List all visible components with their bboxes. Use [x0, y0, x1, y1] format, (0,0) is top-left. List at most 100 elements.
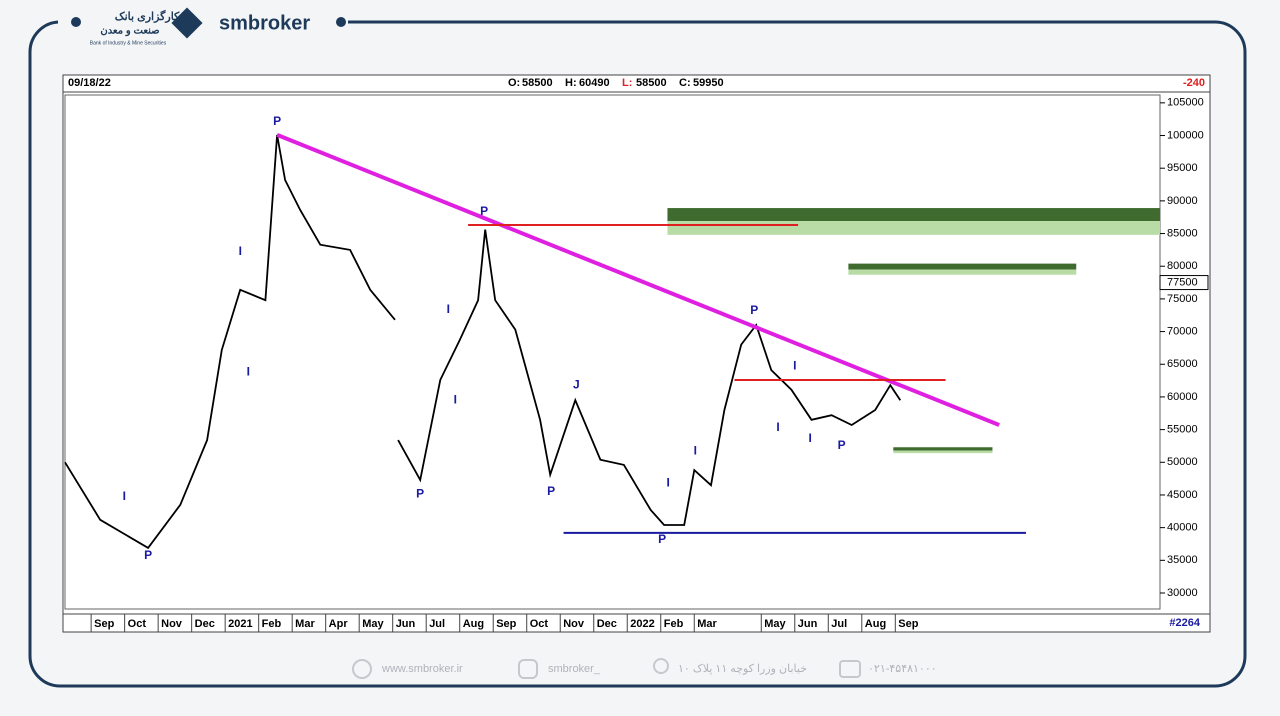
- x-tick-label: Oct: [530, 618, 549, 630]
- x-tick-label: Jun: [798, 618, 818, 630]
- date: 09/18/22: [68, 77, 111, 89]
- x-tick-label: Nov: [161, 618, 183, 630]
- y-tick-label: 90000: [1167, 195, 1198, 207]
- logo-fa: صنعت و معدن: [100, 26, 159, 37]
- annotation: P: [416, 486, 424, 500]
- annotation: I: [239, 244, 242, 258]
- y-tick-label: 35000: [1167, 554, 1198, 566]
- logo-backdrop: [58, 8, 348, 38]
- y-tick-label: 30000: [1167, 587, 1198, 599]
- zone-lower: [848, 269, 1077, 275]
- ohlc-value: 58500: [522, 77, 553, 89]
- x-tick-label: Mar: [295, 618, 315, 630]
- zone-upper: [848, 263, 1077, 270]
- zone-lower: [893, 450, 993, 454]
- ohlc-label: C:: [679, 77, 691, 89]
- y-tick-label: 40000: [1167, 522, 1198, 534]
- x-tick-label: Sep: [496, 618, 516, 630]
- x-tick-label: Jun: [396, 618, 416, 630]
- annotation: P: [547, 484, 555, 498]
- site[interactable]: www.smbroker.ir: [381, 663, 463, 675]
- annotation: I: [123, 489, 126, 503]
- dot: [71, 17, 81, 27]
- x-tick-label: Aug: [865, 618, 886, 630]
- x-tick-label: May: [764, 618, 786, 630]
- annotation: P: [750, 303, 758, 317]
- x-tick-label: May: [362, 618, 384, 630]
- x-tick-label: Jul: [831, 618, 847, 630]
- annotation: P: [273, 114, 281, 128]
- x-tick-label: Dec: [597, 618, 617, 630]
- x-tick-label: Dec: [195, 618, 215, 630]
- x-tick-label: Feb: [262, 618, 282, 630]
- annotation: I: [454, 392, 457, 406]
- instagram-icon: [518, 659, 538, 679]
- zone-upper: [667, 208, 1160, 222]
- ohlc-value: 60490: [579, 77, 610, 89]
- zone-lower: [667, 221, 1160, 235]
- annotation: I: [247, 364, 250, 378]
- x-tick-label: Sep: [94, 618, 114, 630]
- y-tick-label: 55000: [1167, 424, 1198, 436]
- y-tick-label: 45000: [1167, 489, 1198, 501]
- ohlc-value: 59950: [693, 77, 724, 89]
- zone-upper: [893, 447, 993, 451]
- footer: www.smbroker.ir smbroker_ خیابان وزرا کو…: [352, 658, 937, 679]
- annotation: P: [144, 548, 152, 562]
- annotation: I: [666, 475, 669, 489]
- plot-area: [64, 94, 1161, 610]
- x-tick-label: Sep: [898, 618, 918, 630]
- phone: ۰۲۱-۴۵۴۸۱۰۰۰: [868, 663, 937, 675]
- change: -240: [1183, 77, 1205, 89]
- y-tick-label: 50000: [1167, 456, 1198, 468]
- y-tick-label: 70000: [1167, 325, 1198, 337]
- annotation: I: [793, 358, 796, 372]
- x-tick-label: Oct: [128, 618, 147, 630]
- y-tick-label: 105000: [1167, 97, 1204, 109]
- ohlc-value: 58500: [636, 77, 667, 89]
- annotation: I: [809, 431, 812, 445]
- logo-fa: کارگزاری بانک: [115, 9, 180, 23]
- x-tick-label: Feb: [664, 618, 684, 630]
- highlight-label: 77500: [1167, 276, 1198, 288]
- x-tick-label: Mar: [697, 618, 717, 630]
- annotation: I: [776, 420, 779, 434]
- y-tick-label: 80000: [1167, 260, 1198, 272]
- x-tick-label: 2022: [630, 618, 654, 630]
- y-tick-label: 95000: [1167, 162, 1198, 174]
- ohlc-label: O:: [508, 77, 520, 89]
- y-tick-label: 85000: [1167, 227, 1198, 239]
- x-tick-label: Aug: [463, 618, 484, 630]
- price-line: [64, 134, 902, 550]
- web-icon: [352, 659, 372, 679]
- annotation: P: [658, 532, 666, 546]
- brand-name: smbroker: [219, 12, 310, 34]
- trend-line: [276, 133, 1000, 427]
- phone-icon: [839, 660, 861, 678]
- x-tick-label: 2021: [228, 618, 252, 630]
- ohlc-label: H:: [565, 77, 577, 89]
- x-tick-label: Apr: [329, 618, 349, 630]
- logo-en: Bank of Industry & Mine Securities: [90, 40, 167, 46]
- code: #2264: [1169, 617, 1200, 629]
- x-tick-label: Jul: [429, 618, 445, 630]
- ohlc-label: L:: [622, 77, 632, 89]
- frame: [28, 20, 1247, 688]
- annotation: P: [480, 204, 488, 218]
- y-tick-label: 100000: [1167, 129, 1204, 141]
- annotation: I: [447, 302, 450, 316]
- instagram[interactable]: smbroker_: [548, 663, 601, 675]
- annotation: J: [573, 377, 580, 391]
- logo-mark: [171, 7, 203, 39]
- x-tick-label: Nov: [563, 618, 585, 630]
- annotation: I: [694, 443, 697, 457]
- y-tick-label: 65000: [1167, 358, 1198, 370]
- location-icon: [653, 658, 669, 674]
- y-tick-label: 60000: [1167, 391, 1198, 403]
- annotation: P: [838, 438, 846, 452]
- dot: [336, 17, 346, 27]
- address: خیابان وزرا کوچه ۱۱ پلاک ۱۰: [678, 663, 807, 675]
- y-tick-label: 75000: [1167, 293, 1198, 305]
